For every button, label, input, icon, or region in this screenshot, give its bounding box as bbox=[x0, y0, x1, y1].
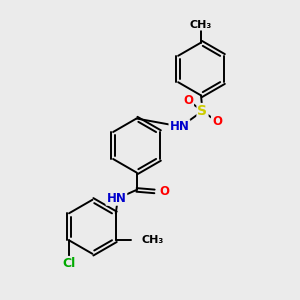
Text: CH₃: CH₃ bbox=[190, 20, 212, 30]
Text: O: O bbox=[159, 185, 169, 198]
Text: HN: HN bbox=[106, 192, 126, 205]
Text: O: O bbox=[212, 115, 222, 128]
Text: Cl: Cl bbox=[62, 257, 76, 270]
Text: S: S bbox=[197, 104, 208, 118]
Text: O: O bbox=[183, 94, 193, 107]
Text: CH₃: CH₃ bbox=[142, 235, 164, 245]
Text: HN: HN bbox=[169, 120, 189, 133]
